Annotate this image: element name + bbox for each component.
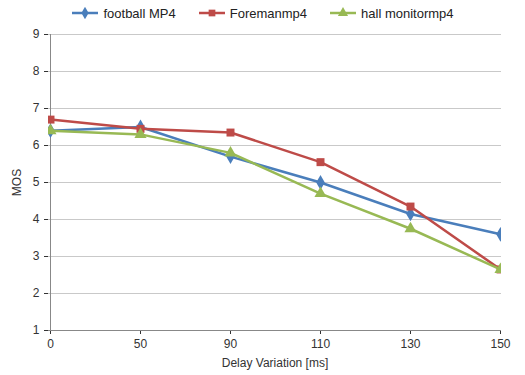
svg-text:90: 90	[224, 337, 238, 351]
html-text:football MP4: football MP4	[103, 5, 176, 21]
svg-text:4: 4	[33, 212, 40, 226]
svg-text:6: 6	[33, 138, 40, 152]
svg-text:150: 150	[490, 337, 510, 351]
svg-text:50: 50	[134, 337, 148, 351]
svg-text:130: 130	[400, 337, 420, 351]
svg-text:3: 3	[33, 249, 40, 263]
svg-text:110: 110	[311, 337, 330, 351]
html-text:hall monitormp4: hall monitormp4	[361, 5, 454, 21]
svg-text:0: 0	[47, 337, 54, 351]
svg-text:7: 7	[33, 101, 40, 115]
svg-text:9: 9	[33, 27, 40, 41]
svg-text:2: 2	[33, 286, 40, 300]
svg-text:MOS: MOS	[10, 169, 24, 196]
svg-text:8: 8	[33, 64, 40, 78]
html-text:Foremanmp4: Foremanmp4	[229, 5, 307, 21]
svg-text:1: 1	[33, 323, 40, 337]
svg-text:Delay Variation [ms]: Delay Variation [ms]	[222, 356, 328, 370]
svg-text:5: 5	[33, 175, 40, 189]
